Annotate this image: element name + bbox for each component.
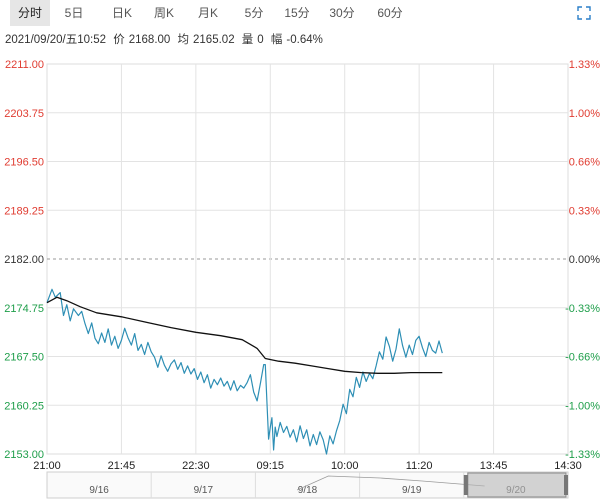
tab-7[interactable]: 30分 [329, 6, 355, 20]
y-tick-right: 1.00% [569, 108, 600, 120]
y-tick-right: 0.00% [569, 254, 600, 266]
tab-2[interactable]: 日K [111, 6, 132, 20]
intraday-chart[interactable]: 2211.00 1.33% 2203.75 1.00% 2196.50 0.66% 2189… [0, 50, 605, 504]
tab-0[interactable]: 分时 [10, 0, 50, 26]
avg-label: 均 [177, 34, 190, 46]
navigator-right-handle[interactable] [564, 475, 568, 495]
change-value: -0.64% [286, 34, 323, 46]
tab-5[interactable]: 5分 [244, 6, 264, 20]
price-label: 价 [113, 34, 125, 46]
price-value: 2168.00 [128, 34, 171, 46]
navigator-date-label: 9/17 [194, 485, 214, 496]
navigator-selection-window[interactable] [467, 472, 567, 498]
y-tick-left: 2211.00 [5, 59, 44, 71]
navigator-left-handle[interactable] [463, 475, 468, 495]
y-tick-left: 2182.00 [4, 254, 44, 266]
navigator-date-label: 9/16 [89, 485, 109, 496]
y-tick-left: 2153.00 [4, 449, 44, 461]
x-tick-label: 14:30 [554, 460, 582, 472]
y-tick-left: 2189.25 [4, 205, 44, 217]
avg-value: 2165.02 [193, 34, 235, 46]
tab-3[interactable]: 周K [153, 6, 174, 20]
y-tick-right: 0.66% [569, 157, 600, 169]
y-tick-left: 2160.25 [4, 400, 44, 412]
average-price-line [46, 296, 443, 374]
y-tick-right: -1.33% [565, 449, 600, 461]
tab-8[interactable]: 60分 [377, 6, 403, 20]
navigator-trace [296, 475, 485, 491]
fullscreen-icon[interactable] [577, 6, 591, 20]
volume-label: 量 [241, 34, 254, 46]
y-tick-right: 1.33% [569, 59, 600, 71]
price-line [46, 288, 443, 455]
tab-1[interactable]: 5日 [64, 6, 84, 20]
y-tick-left: 2167.50 [4, 352, 44, 364]
x-tick-label: 13:45 [480, 460, 508, 472]
y-tick-right: -1.00% [565, 400, 600, 412]
y-tick-right: -0.33% [565, 303, 600, 315]
change-label: 幅 [270, 34, 283, 46]
volume-value: 0 [257, 34, 264, 46]
navigator-date-label: 9/18 [298, 485, 318, 496]
y-tick-left: 2174.75 [4, 303, 44, 315]
y-tick-left: 2203.75 [4, 108, 44, 120]
x-tick-label: 21:00 [33, 460, 61, 472]
x-tick-label: 09:15 [257, 460, 285, 472]
x-tick-label: 10:00 [331, 460, 359, 472]
period-tab-bar: 分时 5日 日K 周K 月K 5分 15分 30分 60分 [0, 0, 605, 26]
tab-4[interactable]: 月K [197, 6, 218, 20]
navigator-date-label: 9/19 [402, 485, 422, 496]
y-tick-right: -0.66% [565, 352, 600, 364]
y-tick-left: 2196.50 [4, 157, 44, 169]
y-tick-right: 0.33% [569, 205, 600, 217]
x-tick-label: 11:20 [406, 460, 433, 472]
quote-datetime: 2021/09/20/五10:52 [5, 34, 107, 46]
tab-6[interactable]: 15分 [284, 6, 310, 20]
x-tick-label: 22:30 [182, 460, 210, 472]
x-tick-label: 21:45 [108, 460, 136, 472]
